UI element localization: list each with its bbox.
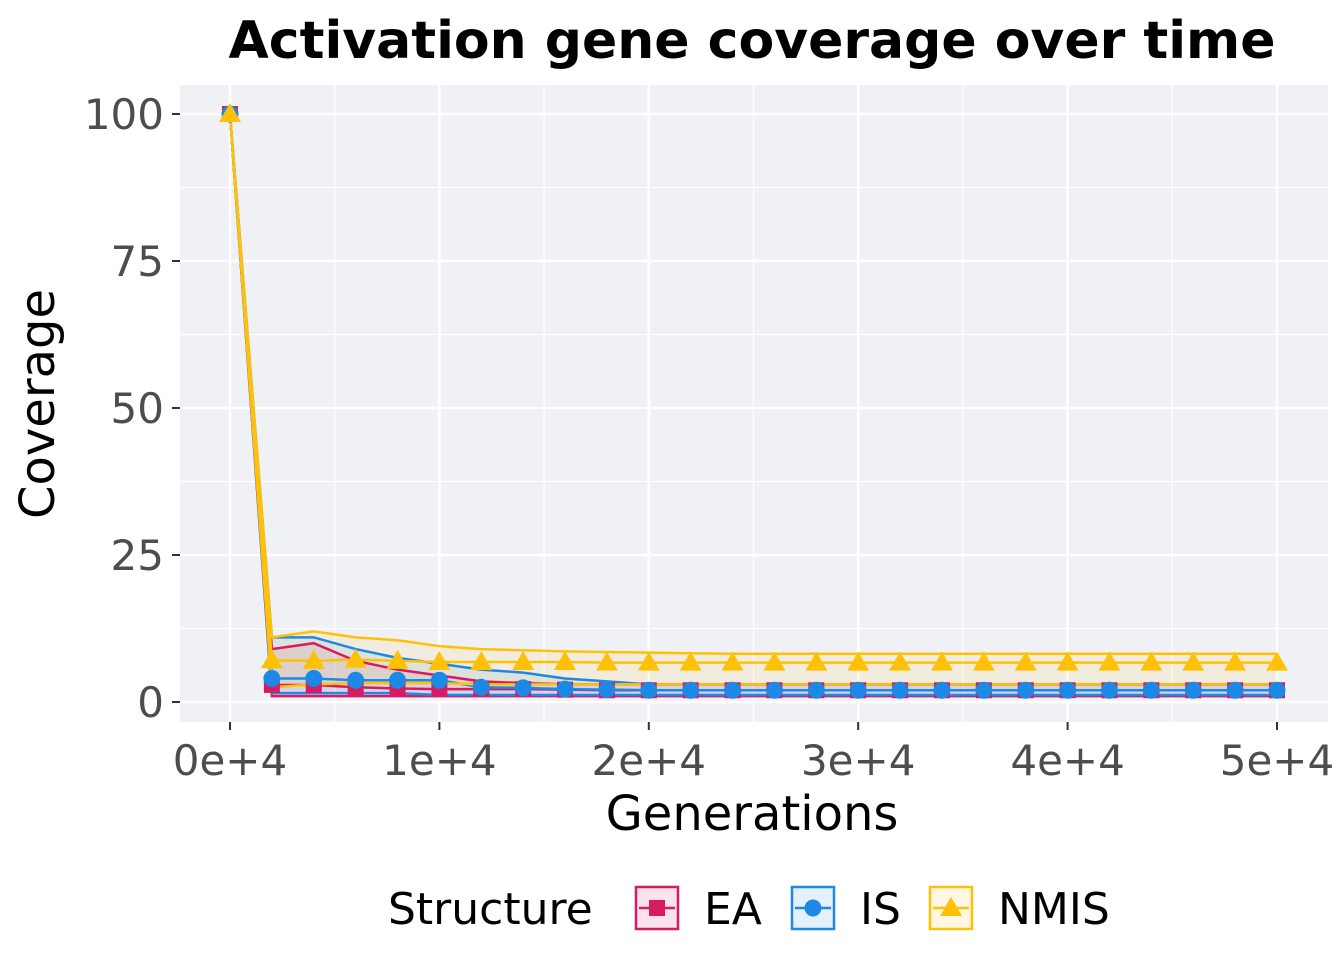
- nmis-point: [554, 651, 577, 671]
- legend-label-nmis: NMIS: [998, 884, 1110, 935]
- nmis-point: [1140, 651, 1163, 671]
- nmis-point: [1224, 651, 1247, 671]
- is-point: [472, 678, 490, 696]
- is-point: [389, 671, 407, 689]
- legend: Structure EA IS NMIS: [388, 884, 1110, 935]
- nmis-point: [470, 651, 493, 671]
- y-tick-label: 75: [111, 237, 164, 286]
- nmis-upper-line: [228, 113, 1277, 656]
- nmis-point: [805, 651, 828, 671]
- nmis-point: [679, 651, 702, 671]
- nmis-point: [1014, 651, 1037, 671]
- is-point: [891, 681, 909, 699]
- is-point: [724, 681, 742, 699]
- y-tick-label: 0: [137, 678, 164, 727]
- nmis-median-line: [228, 113, 1277, 664]
- legend-marker-is: [804, 899, 822, 917]
- is-point: [1226, 681, 1244, 699]
- x-tick-label: 3e+4: [801, 736, 915, 785]
- nmis-point: [1182, 651, 1205, 671]
- nmis-point: [721, 651, 744, 671]
- is-point: [263, 669, 281, 687]
- is-point: [598, 681, 616, 699]
- x-tick-label: 0e+4: [173, 736, 287, 785]
- y-tick-label: 25: [111, 531, 164, 580]
- is-point: [640, 681, 658, 699]
- nmis-point: [847, 651, 870, 671]
- is-point: [682, 681, 700, 699]
- nmis-point: [428, 651, 451, 671]
- chart-title: Activation gene coverage over time: [229, 11, 1276, 71]
- is-point: [807, 681, 825, 699]
- nmis-point: [386, 649, 409, 669]
- nmis-point: [889, 651, 912, 671]
- nmis-point: [512, 651, 535, 671]
- is-point: [556, 680, 574, 698]
- legend-marker-nmis: [940, 897, 962, 916]
- is-point: [975, 681, 993, 699]
- is-point: [1100, 681, 1118, 699]
- nmis-point: [595, 651, 618, 671]
- nmis-point: [344, 648, 367, 668]
- nmis-point: [930, 651, 953, 671]
- y-axis-label: Coverage: [10, 289, 66, 519]
- nmis-point: [972, 651, 995, 671]
- nmis-point: [302, 649, 325, 669]
- is-point: [1184, 681, 1202, 699]
- x-tick-label: 2e+4: [592, 736, 706, 785]
- is-point: [305, 669, 323, 687]
- is-point: [1268, 681, 1286, 699]
- x-tick-label: 5e+4: [1220, 736, 1334, 785]
- is-point: [1059, 681, 1077, 699]
- is-point: [933, 681, 951, 699]
- legend-title: Structure: [388, 884, 593, 935]
- x-axis-label: Generations: [606, 786, 899, 842]
- nmis-point: [260, 649, 283, 669]
- is-point: [430, 671, 448, 689]
- nmis-point: [1098, 651, 1121, 671]
- nmis-point: [763, 651, 786, 671]
- is-point: [765, 681, 783, 699]
- is-point: [1142, 681, 1160, 699]
- is-point: [849, 681, 867, 699]
- y-tick-label: 100: [84, 90, 164, 139]
- x-tick-label: 4e+4: [1010, 736, 1124, 785]
- nmis-point: [1056, 651, 1079, 671]
- x-tick-label: 1e+4: [382, 736, 496, 785]
- legend-marker-ea: [649, 900, 665, 916]
- is-point: [347, 671, 365, 689]
- legend-label-ea: EA: [704, 884, 762, 935]
- legend-label-is: IS: [860, 884, 901, 935]
- nmis-point: [219, 103, 241, 122]
- nmis-point: [1266, 651, 1288, 671]
- is-point: [514, 679, 532, 697]
- is-point: [1017, 681, 1035, 699]
- nmis-point: [637, 651, 660, 671]
- y-tick-label: 50: [111, 384, 164, 433]
